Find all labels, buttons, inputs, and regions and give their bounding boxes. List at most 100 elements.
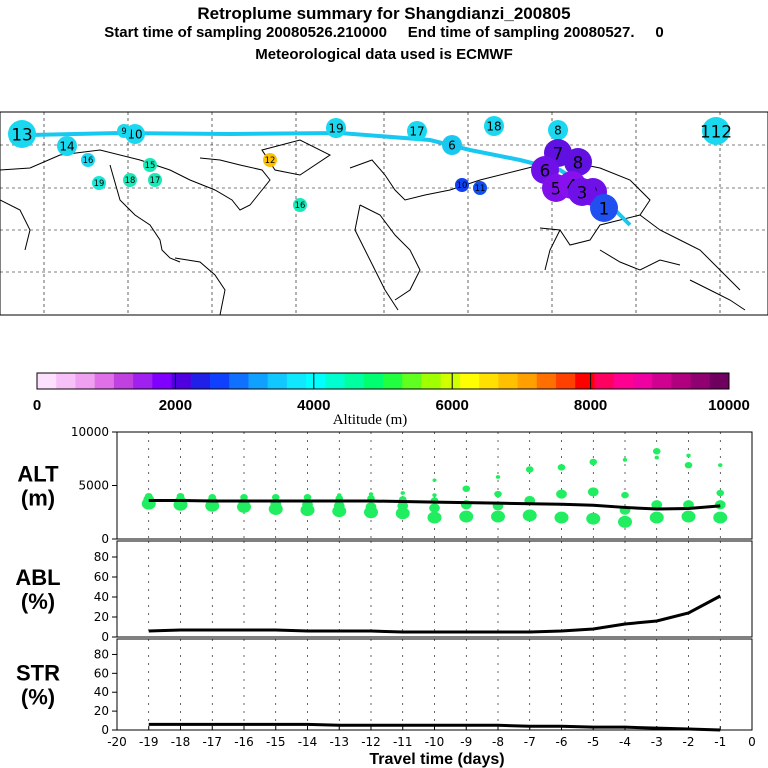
- altitude-point: [494, 490, 502, 498]
- colorbar-swatch: [536, 373, 557, 389]
- colorbar-swatch: [671, 373, 692, 389]
- y-axis-label: (%): [21, 589, 55, 614]
- plume-marker-label: 8: [554, 124, 562, 138]
- x-tick-label: -11: [393, 735, 413, 749]
- plume-marker-label: 17: [409, 125, 424, 139]
- colorbar-swatch: [421, 373, 442, 389]
- plume-marker: [148, 173, 162, 187]
- colorbar-swatch: [652, 373, 672, 389]
- panel-alt: 0 5000 10000 ALT(m): [17, 425, 753, 546]
- altitude-point: [459, 510, 474, 523]
- altitude-point: [333, 501, 345, 511]
- world-map: 1314161910918171519176188112786542131110…: [0, 111, 768, 316]
- y-tick-label: 0: [101, 723, 109, 737]
- x-tick-label: -14: [298, 735, 318, 749]
- colorbar-swatch: [690, 373, 711, 389]
- plume-marker-label: 6: [540, 160, 551, 180]
- altitude-point: [713, 511, 728, 524]
- colorbar-swatch: [440, 373, 461, 389]
- plume-marker-label: 12: [265, 155, 276, 165]
- y-tick-label: 80: [94, 647, 109, 661]
- plume-marker-label: 10: [127, 128, 142, 142]
- plume-marker-label: 16: [83, 155, 94, 165]
- altitude-point: [589, 458, 598, 466]
- colorbar-swatch: [229, 373, 249, 389]
- x-tick-label: -17: [202, 735, 222, 749]
- plume-marker: [548, 120, 568, 140]
- altitude-point: [491, 510, 505, 523]
- plume-marker: [407, 121, 427, 141]
- colorbar-swatch: [632, 373, 653, 389]
- plume-marker-label: 15: [145, 160, 156, 170]
- plume-marker: [326, 118, 346, 138]
- colorbar-swatch: [556, 373, 576, 389]
- colorbar-swatch: [210, 373, 230, 389]
- plume-marker: [590, 194, 618, 222]
- plume-marker: [57, 136, 77, 156]
- plume-marker-label: 8: [573, 152, 584, 172]
- colorbar-tick-label: 4000: [297, 397, 330, 414]
- plume-marker-label: 5: [551, 178, 562, 198]
- altitude-point: [144, 492, 153, 500]
- colorbar-label: Altitude (m): [333, 412, 408, 428]
- altitude-point: [686, 453, 691, 458]
- plume-marker: [484, 116, 504, 136]
- colorbar-swatch: [325, 373, 346, 389]
- colorbar-tick-label: 0: [33, 397, 41, 414]
- abl-line: [148, 594, 721, 634]
- x-tick-label: -2: [683, 735, 695, 749]
- altitude-point: [427, 511, 442, 524]
- x-tick-label: -10: [425, 735, 445, 749]
- altitude-point: [176, 492, 185, 500]
- altitude-point: [654, 455, 659, 460]
- colorbar-swatch: [171, 373, 192, 389]
- panel-str: 0 20 40 60 80 STR(%): [16, 638, 753, 737]
- plume-marker-label: 18: [486, 120, 501, 134]
- x-tick-label: -15: [266, 735, 286, 749]
- plume-trajectory: 1314161910918171519176188112786542131110…: [8, 116, 732, 227]
- x-tick-label: -6: [556, 735, 568, 749]
- y-axis-label: (%): [21, 685, 55, 710]
- altitude-point: [557, 464, 566, 471]
- plume-marker-label: 11: [475, 183, 486, 193]
- altitude-point: [337, 493, 342, 497]
- altitude-point: [621, 491, 629, 499]
- x-tick-label: -1: [714, 735, 726, 749]
- plume-marker-label: 112: [700, 121, 732, 141]
- altitude-point: [587, 487, 599, 497]
- colorbar-swatch: [56, 373, 76, 389]
- colorbar-swatch: [190, 373, 211, 389]
- plume-marker-label: 7: [553, 143, 564, 163]
- plume-marker-label: 13: [11, 124, 32, 144]
- altitude-point: [395, 507, 410, 520]
- colorbar-swatch: [94, 373, 115, 389]
- colorbar-swatch: [517, 373, 538, 389]
- colorbar-swatch: [113, 373, 134, 389]
- altitude-point: [208, 494, 217, 501]
- colorbar-swatch: [133, 373, 153, 389]
- colorbar-tick-label: 6000: [436, 397, 469, 414]
- plume-marker-label: 14: [59, 140, 74, 154]
- sampling-time-line: Start time of sampling 20080526.210000 E…: [104, 24, 664, 41]
- altitude-point: [432, 493, 437, 497]
- colorbar-swatch: [594, 373, 615, 389]
- colorbar-swatch: [248, 373, 269, 389]
- colorbar-swatch: [152, 373, 173, 389]
- altitude-point: [718, 463, 723, 468]
- altitude-point: [271, 494, 280, 501]
- time-series-panels: 0500010000ALT(m)020406080ABL(%)020406080…: [15, 425, 755, 749]
- altitude-point: [495, 475, 501, 479]
- plume-marker: [92, 176, 106, 190]
- x-tick-label: -16: [234, 735, 254, 749]
- panel-abl: 0 20 40 60 80 ABL(%): [15, 540, 753, 644]
- altitude-point: [397, 501, 409, 511]
- plume-marker-label: 9: [121, 126, 126, 136]
- x-tick-label: -7: [524, 735, 536, 749]
- y-tick-label: 0: [101, 532, 109, 546]
- plume-marker-label: 3: [577, 182, 588, 202]
- colorbar-swatch: [383, 373, 403, 389]
- x-tick-label: -8: [492, 735, 504, 749]
- altitude-point: [681, 510, 696, 523]
- altitude-point: [586, 512, 601, 525]
- y-axis-label: (m): [21, 486, 55, 511]
